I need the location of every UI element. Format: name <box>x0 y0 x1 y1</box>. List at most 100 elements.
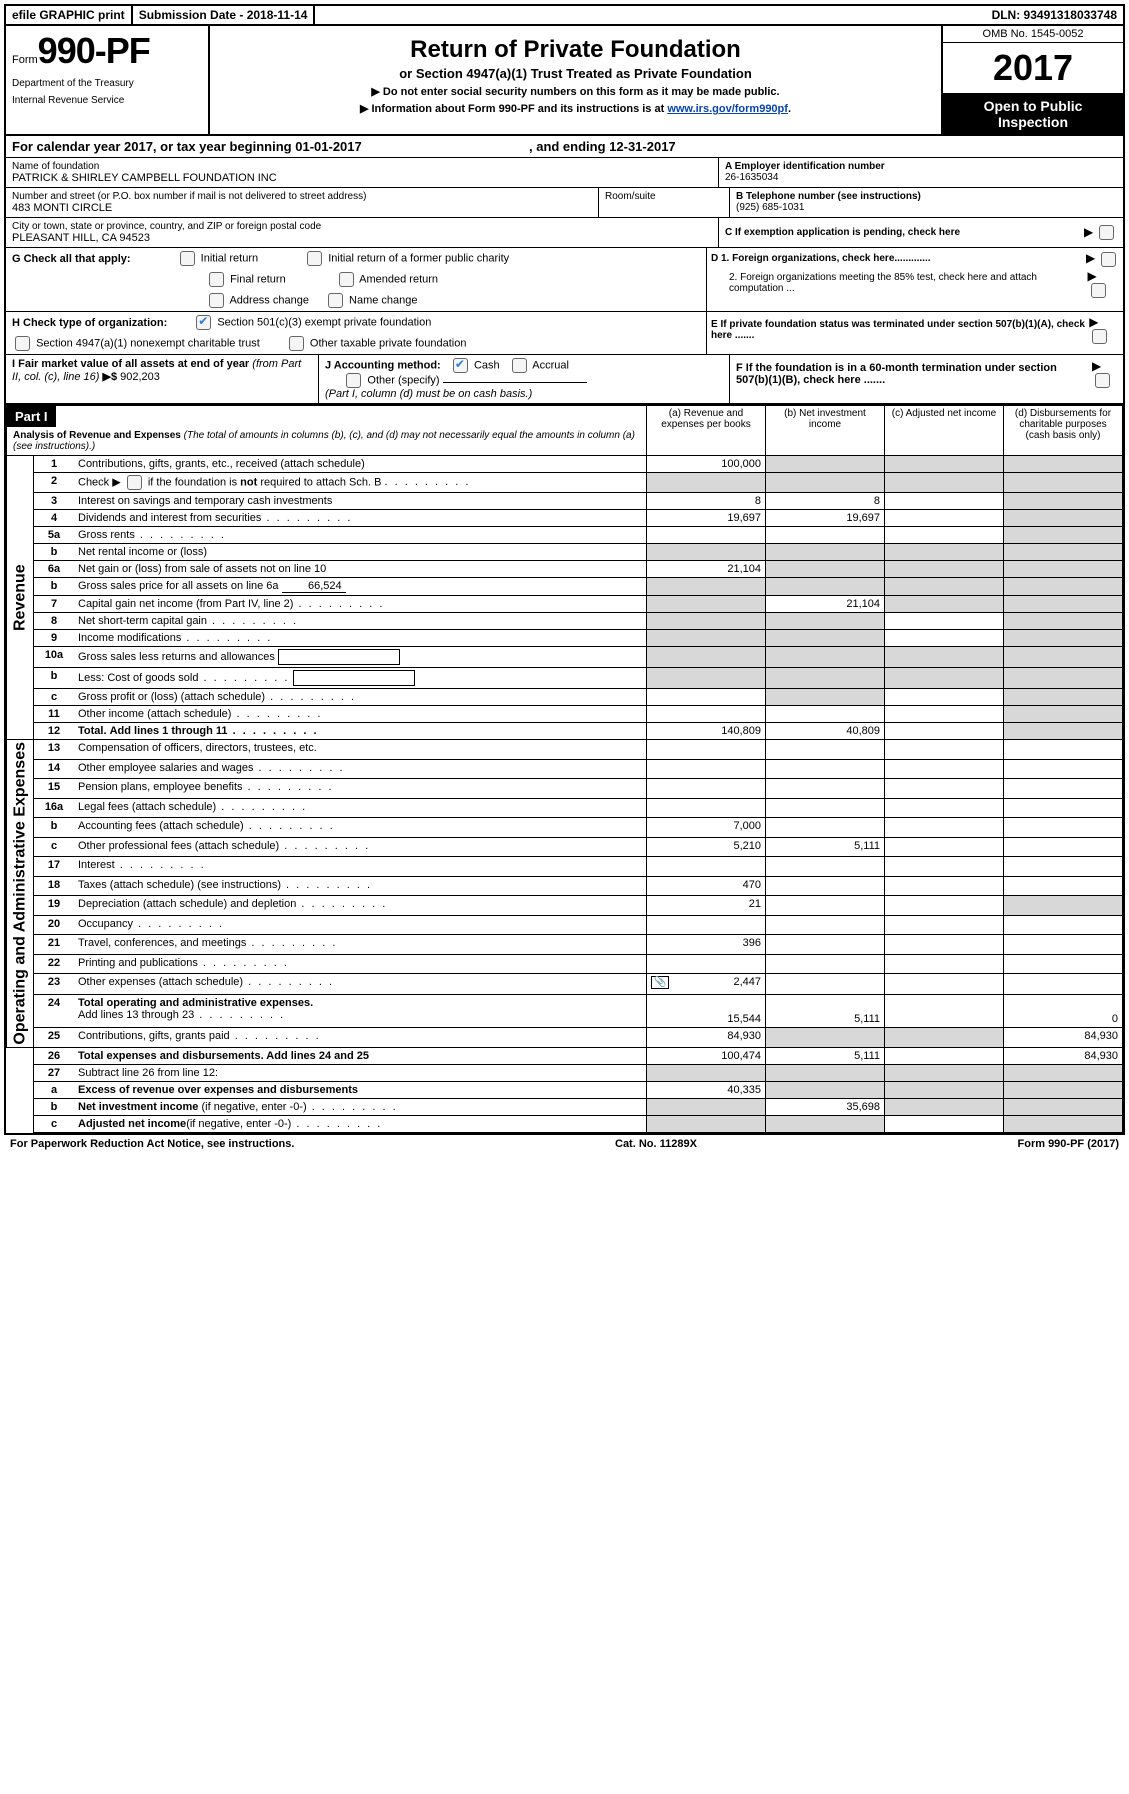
part1-heading: Analysis of Revenue and Expenses <box>13 430 181 441</box>
row-16a: 16aLegal fees (attach schedule) <box>7 798 1123 818</box>
arrow-icon: ▶ <box>1092 359 1101 373</box>
address-value: 483 MONTI CIRCLE <box>12 202 592 214</box>
row-10b: bLess: Cost of goods sold <box>7 668 1123 689</box>
desc-11: Other income (attach schedule) <box>78 708 231 720</box>
j-other-input[interactable] <box>443 382 587 383</box>
g-name-change-checkbox[interactable] <box>328 293 343 308</box>
g-address-change-checkbox[interactable] <box>209 293 224 308</box>
open-to-public: Open to Public Inspection <box>943 94 1123 134</box>
cy-text-a: For calendar year 2017, or tax year begi… <box>12 139 295 154</box>
f-checkbox[interactable] <box>1095 373 1110 388</box>
box-10b[interactable] <box>293 670 415 686</box>
desc-2-bold: not <box>240 476 257 488</box>
c-exempt-checkbox[interactable] <box>1099 225 1114 240</box>
ln-10c: c <box>34 689 75 706</box>
b-27b: 35,698 <box>766 1098 885 1115</box>
h-501c3-checkbox[interactable] <box>196 315 211 330</box>
ln-19: 19 <box>34 896 75 916</box>
j-other-checkbox[interactable] <box>346 373 361 388</box>
calendar-year-row: For calendar year 2017, or tax year begi… <box>6 136 1123 158</box>
omb-number: OMB No. 1545-0052 <box>943 26 1123 43</box>
efile-print-button[interactable]: efile GRAPHIC print <box>6 6 133 24</box>
d1-checkbox[interactable] <box>1101 252 1116 267</box>
ln-13: 13 <box>34 740 75 760</box>
ln-3: 3 <box>34 493 75 510</box>
desc-12: Add lines 1 through 11 <box>110 725 228 737</box>
a-4: 19,697 <box>647 510 766 527</box>
ln-4: 4 <box>34 510 75 527</box>
ln-16a: 16a <box>34 798 75 818</box>
g-label: G Check all that apply: <box>12 253 131 265</box>
header-center: Return of Private Foundation or Section … <box>210 26 943 134</box>
d2-checkbox[interactable] <box>1091 283 1106 298</box>
row-6a: 6aNet gain or (loss) from sale of assets… <box>7 561 1123 578</box>
ln-22: 22 <box>34 954 75 974</box>
row-16b: bAccounting fees (attach schedule)7,000 <box>7 818 1123 838</box>
g-o3: Final return <box>230 273 286 285</box>
row-1: Revenue 1 Contributions, gifts, grants, … <box>7 456 1123 473</box>
h-4947-checkbox[interactable] <box>15 336 30 351</box>
a-25: 84,930 <box>647 1027 766 1047</box>
ln-1: 1 <box>34 456 75 473</box>
attachment-icon[interactable]: 📎 <box>651 976 669 989</box>
desc-5a: Gross rents <box>78 529 135 541</box>
desc-24b: Add lines 13 through 23 <box>78 1009 194 1021</box>
ln-5a: 5a <box>34 527 75 544</box>
row-9: 9Income modifications <box>7 630 1123 647</box>
ln-27a: a <box>34 1081 75 1098</box>
h-o1: Section 501(c)(3) exempt private foundat… <box>217 316 431 328</box>
j-o1: Cash <box>474 359 500 371</box>
h-other-checkbox[interactable] <box>289 336 304 351</box>
desc-17: Interest <box>78 859 115 871</box>
a-26: 100,474 <box>647 1047 766 1064</box>
schb-checkbox[interactable] <box>127 475 142 490</box>
row-h-e: H Check type of organization: Section 50… <box>6 312 1123 355</box>
row-city-exempt: City or town, state or province, country… <box>6 218 1123 248</box>
row-4: 4Dividends and interest from securities1… <box>7 510 1123 527</box>
row-10c: cGross profit or (loss) (attach schedule… <box>7 689 1123 706</box>
row-i-j-f: I Fair market value of all assets at end… <box>6 355 1123 405</box>
footer-mid: Cat. No. 11289X <box>615 1138 697 1150</box>
ln-16c: c <box>34 837 75 857</box>
g-section: G Check all that apply: Initial return I… <box>6 248 706 269</box>
d-section: D 1. Foreign organizations, check here..… <box>707 248 1123 311</box>
a-23-val: 2,447 <box>733 976 761 988</box>
row-18: 18Taxes (attach schedule) (see instructi… <box>7 876 1123 896</box>
arrow-icon: ▶ <box>1089 315 1098 329</box>
d1-label: D 1. Foreign organizations, check here..… <box>711 253 931 264</box>
desc-18: Taxes (attach schedule) (see instruction… <box>78 879 281 891</box>
room-label: Room/suite <box>605 191 723 202</box>
instructions-link[interactable]: www.irs.gov/form990pf <box>667 103 788 115</box>
city-value: PLEASANT HILL, CA 94523 <box>12 232 712 244</box>
desc-3: Interest on savings and temporary cash i… <box>74 493 647 510</box>
box-10a[interactable] <box>278 649 400 665</box>
row-22: 22Printing and publications <box>7 954 1123 974</box>
row-27c: cAdjusted net income(if negative, enter … <box>7 1115 1123 1132</box>
row-5a: 5aGross rents <box>7 527 1123 544</box>
b-12: 40,809 <box>766 723 885 740</box>
d-24: 0 <box>1004 994 1123 1027</box>
g-o1: Initial return <box>201 252 258 264</box>
b-16c: 5,111 <box>766 837 885 857</box>
cy-begin: 01-01-2017 <box>295 139 362 154</box>
h-label: H Check type of organization: <box>12 317 167 329</box>
i-value: 902,203 <box>120 371 160 383</box>
j-cash-checkbox[interactable] <box>453 358 468 373</box>
g-initial-former-checkbox[interactable] <box>307 251 322 266</box>
e-checkbox[interactable] <box>1092 329 1107 344</box>
row-15: 15Pension plans, employee benefits <box>7 779 1123 799</box>
ln-2: 2 <box>34 473 75 493</box>
g-o4: Amended return <box>359 273 438 285</box>
ln-9: 9 <box>34 630 75 647</box>
j-accrual-checkbox[interactable] <box>512 358 527 373</box>
desc-16a: Legal fees (attach schedule) <box>78 801 216 813</box>
g-amended-checkbox[interactable] <box>339 272 354 287</box>
desc-2-post: required to attach Sch. B <box>257 476 381 488</box>
col-c-header: (c) Adjusted net income <box>885 406 1004 456</box>
desc-26: Total expenses and disbursements. Add li… <box>78 1050 369 1062</box>
g-initial-return-checkbox[interactable] <box>180 251 195 266</box>
d-26: 84,930 <box>1004 1047 1123 1064</box>
city-label: City or town, state or province, country… <box>12 221 712 232</box>
ln-16b: b <box>34 818 75 838</box>
g-final-return-checkbox[interactable] <box>209 272 224 287</box>
